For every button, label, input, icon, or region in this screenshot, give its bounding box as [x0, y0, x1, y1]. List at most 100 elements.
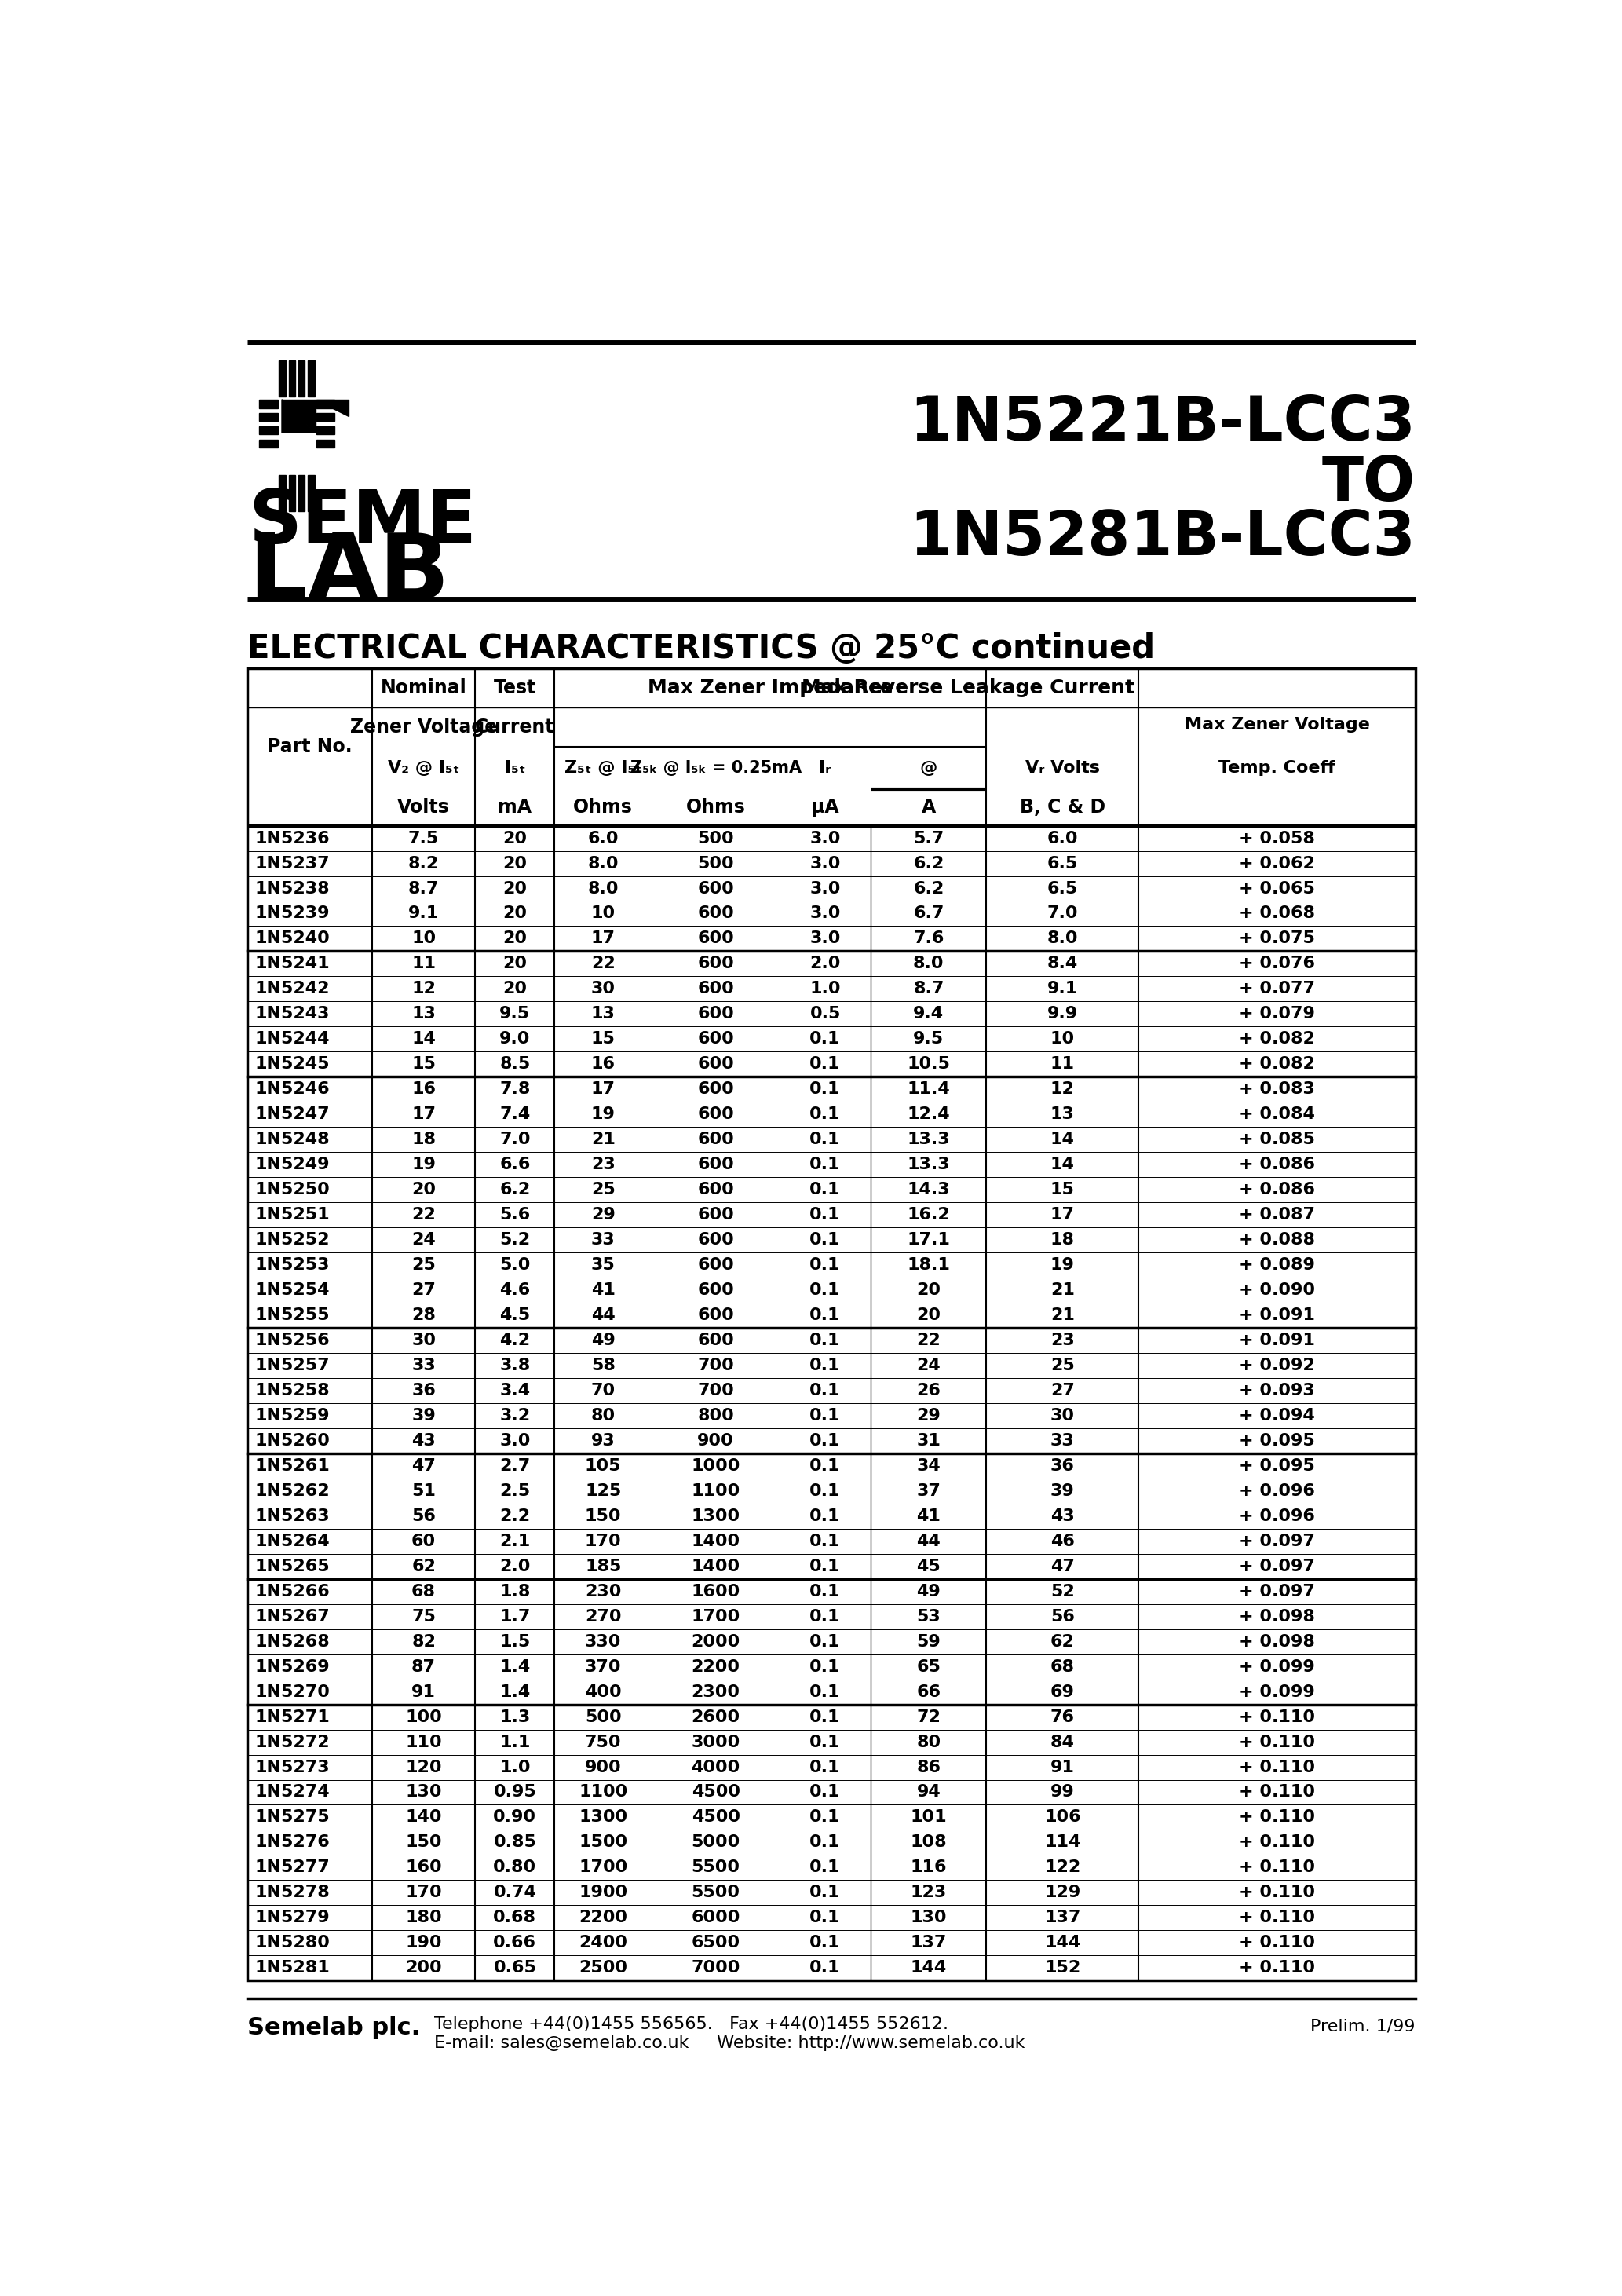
Text: 600: 600 — [697, 1258, 735, 1272]
Text: Z₅ₖ @ I₅ₖ = 0.25mA: Z₅ₖ @ I₅ₖ = 0.25mA — [629, 760, 801, 776]
Text: 99: 99 — [1051, 1784, 1074, 1800]
Text: 600: 600 — [697, 1157, 735, 1173]
Text: 6.6: 6.6 — [500, 1157, 530, 1173]
Text: 1.1: 1.1 — [500, 1733, 530, 1750]
Text: Volts: Volts — [397, 799, 449, 817]
Text: 0.1: 0.1 — [809, 1860, 840, 1876]
Text: 0.1: 0.1 — [809, 1961, 840, 1977]
Text: Prelim. 1/99: Prelim. 1/99 — [1311, 2018, 1416, 2034]
Text: 20: 20 — [503, 905, 527, 921]
Text: 140: 140 — [406, 1809, 441, 1825]
Text: 1N5255: 1N5255 — [255, 1306, 329, 1322]
Text: 0.1: 0.1 — [809, 1132, 840, 1148]
Text: 6.2: 6.2 — [913, 856, 944, 870]
Text: 1N5247: 1N5247 — [255, 1107, 329, 1123]
Text: B, C & D: B, C & D — [1020, 799, 1105, 817]
Text: 0.1: 0.1 — [809, 1357, 840, 1373]
Text: 49: 49 — [590, 1332, 615, 1348]
Text: 14: 14 — [412, 1031, 436, 1047]
Text: 600: 600 — [697, 1006, 735, 1022]
Text: 9.0: 9.0 — [500, 1031, 530, 1047]
Text: + 0.097: + 0.097 — [1239, 1584, 1315, 1600]
Text: 2000: 2000 — [691, 1635, 740, 1649]
Text: 68: 68 — [1051, 1660, 1075, 1674]
Text: Zener Voltage: Zener Voltage — [350, 719, 496, 737]
Text: 3.0: 3.0 — [809, 831, 840, 847]
Text: 0.5: 0.5 — [809, 1006, 840, 1022]
Text: 1.0: 1.0 — [500, 1759, 530, 1775]
Text: 21: 21 — [1051, 1283, 1075, 1297]
Text: 0.1: 0.1 — [809, 1258, 840, 1272]
Text: 8.0: 8.0 — [913, 955, 944, 971]
Text: 43: 43 — [1051, 1508, 1074, 1525]
Text: 0.1: 0.1 — [809, 1157, 840, 1173]
Text: 1N5276: 1N5276 — [255, 1835, 329, 1851]
Text: + 0.110: + 0.110 — [1239, 1885, 1315, 1901]
Text: + 0.099: + 0.099 — [1239, 1683, 1315, 1699]
Text: 1900: 1900 — [579, 1885, 628, 1901]
Text: 56: 56 — [412, 1508, 436, 1525]
Text: 1N5281B-LCC3: 1N5281B-LCC3 — [908, 507, 1416, 567]
Text: 600: 600 — [697, 1182, 735, 1199]
Text: 0.1: 0.1 — [809, 1885, 840, 1901]
Text: 4500: 4500 — [691, 1784, 740, 1800]
Text: 10: 10 — [412, 930, 436, 946]
Text: 7000: 7000 — [691, 1961, 740, 1977]
Text: 137: 137 — [910, 1936, 947, 1952]
Text: 2200: 2200 — [579, 1910, 628, 1926]
Text: 9.5: 9.5 — [913, 1031, 944, 1047]
Text: 1700: 1700 — [579, 1860, 628, 1876]
Text: 0.1: 0.1 — [809, 1660, 840, 1674]
Text: 900: 900 — [586, 1759, 621, 1775]
Text: 16: 16 — [412, 1081, 436, 1097]
Text: 17.1: 17.1 — [907, 1233, 950, 1247]
Text: + 0.110: + 0.110 — [1239, 1809, 1315, 1825]
Text: 1.7: 1.7 — [500, 1609, 530, 1623]
Text: 1.4: 1.4 — [500, 1683, 530, 1699]
Text: 75: 75 — [412, 1609, 436, 1623]
Text: 30: 30 — [1051, 1407, 1075, 1424]
Text: Vᵣ Volts: Vᵣ Volts — [1025, 760, 1100, 776]
Text: 53: 53 — [916, 1609, 941, 1623]
Text: 21: 21 — [590, 1132, 615, 1148]
Text: 600: 600 — [697, 1056, 735, 1072]
Text: + 0.095: + 0.095 — [1239, 1433, 1315, 1449]
Text: V₂ @ I₅ₜ: V₂ @ I₅ₜ — [388, 760, 459, 776]
Text: 4.6: 4.6 — [500, 1283, 530, 1297]
Text: 1N5254: 1N5254 — [255, 1283, 329, 1297]
Text: 25: 25 — [412, 1258, 436, 1272]
Bar — [247, 668, 1416, 1981]
Text: 2.0: 2.0 — [500, 1559, 530, 1575]
Text: 47: 47 — [1051, 1559, 1075, 1575]
Text: 180: 180 — [406, 1910, 441, 1926]
Text: 0.85: 0.85 — [493, 1835, 537, 1851]
Text: 0.74: 0.74 — [493, 1885, 537, 1901]
Text: 4000: 4000 — [691, 1759, 740, 1775]
Text: 60: 60 — [412, 1534, 436, 1550]
Text: 52: 52 — [1051, 1584, 1074, 1600]
Text: + 0.091: + 0.091 — [1239, 1306, 1315, 1322]
Text: 0.1: 0.1 — [809, 1407, 840, 1424]
Text: 750: 750 — [586, 1733, 621, 1750]
Text: + 0.110: + 0.110 — [1239, 1860, 1315, 1876]
Polygon shape — [315, 400, 349, 416]
Text: 0.1: 0.1 — [809, 1382, 840, 1398]
Text: 20: 20 — [503, 831, 527, 847]
Text: 600: 600 — [697, 1031, 735, 1047]
Text: 56: 56 — [1051, 1609, 1075, 1623]
Text: 600: 600 — [697, 1208, 735, 1224]
Text: 1N5256: 1N5256 — [255, 1332, 329, 1348]
Text: 1N5257: 1N5257 — [255, 1357, 329, 1373]
Text: 6.2: 6.2 — [913, 882, 944, 895]
Text: 14: 14 — [1051, 1132, 1075, 1148]
Text: 1300: 1300 — [579, 1809, 628, 1825]
Text: 1N5265: 1N5265 — [255, 1559, 329, 1575]
Text: 91: 91 — [412, 1683, 436, 1699]
Text: 14: 14 — [1051, 1157, 1075, 1173]
Text: 330: 330 — [586, 1635, 621, 1649]
Text: 11.4: 11.4 — [907, 1081, 950, 1097]
Text: + 0.083: + 0.083 — [1239, 1081, 1315, 1097]
Text: 25: 25 — [1051, 1357, 1074, 1373]
Text: 33: 33 — [412, 1357, 436, 1373]
Text: 1N5251: 1N5251 — [255, 1208, 329, 1224]
